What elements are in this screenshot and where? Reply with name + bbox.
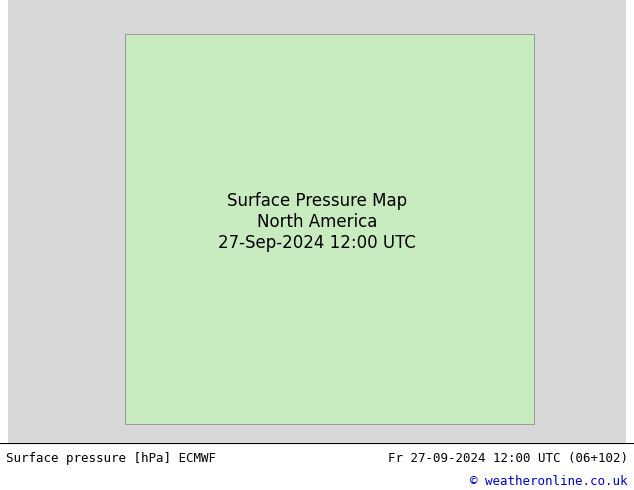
Text: Surface Pressure Map
North America
27-Sep-2024 12:00 UTC: Surface Pressure Map North America 27-Se… [218,193,416,252]
Bar [125,34,534,424]
Text: Surface pressure [hPa] ECMWF: Surface pressure [hPa] ECMWF [6,452,216,465]
Text: Fr 27-09-2024 12:00 UTC (06+102): Fr 27-09-2024 12:00 UTC (06+102) [387,452,628,465]
Text: © weatheronline.co.uk: © weatheronline.co.uk [470,475,628,488]
